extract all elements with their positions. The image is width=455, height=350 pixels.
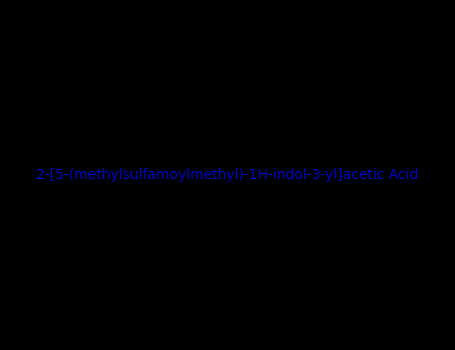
Text: 2-[5-(methylsulfamoylmethyl)-1H-indol-3-yl]acetic Acid: 2-[5-(methylsulfamoylmethyl)-1H-indol-3-…	[36, 168, 419, 182]
